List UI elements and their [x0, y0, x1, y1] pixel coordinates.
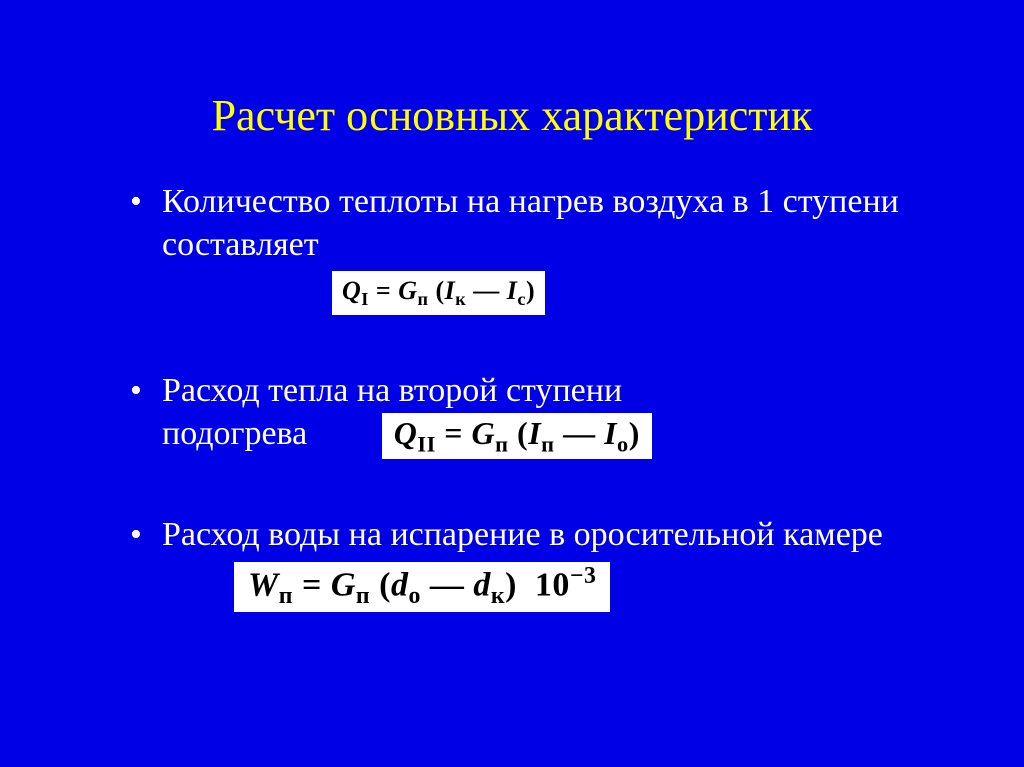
bullet-item-2: Расход тепла на второй ступени подогрева…: [130, 370, 944, 458]
bullet-text-3: Расход воды на испарение в оросительной …: [162, 516, 883, 553]
formula-2: QII = Gп (Iп — Iо): [382, 413, 652, 458]
bullet-text-2a: Расход тепла на второй ступени: [162, 372, 622, 409]
slide: Расчет основных характеристик Количество…: [0, 0, 1024, 767]
formula-wrap-1: QI = Gп (Iк — Iс): [332, 270, 944, 315]
bullet-text-1: Количество теплоты на нагрев воздуха в 1…: [162, 183, 899, 263]
bullet-text-2b: подогрева: [162, 415, 307, 452]
bullet-list: Количество теплоты на нагрев воздуха в 1…: [80, 181, 944, 612]
formula-1: QI = Gп (Iк — Iс): [332, 271, 545, 315]
formula-wrap-3: Wп = Gп (dо — dк) 10−3: [234, 562, 944, 612]
slide-title: Расчет основных характеристик: [80, 90, 944, 141]
bullet-item-1: Количество теплоты на нагрев воздуха в 1…: [130, 181, 944, 315]
formula-wrap-2: QII = Gп (Iп — Iо): [382, 415, 652, 452]
formula-3: Wп = Gп (dо — dк) 10−3: [234, 562, 610, 612]
bullet-item-3: Расход воды на испарение в оросительной …: [130, 514, 944, 612]
